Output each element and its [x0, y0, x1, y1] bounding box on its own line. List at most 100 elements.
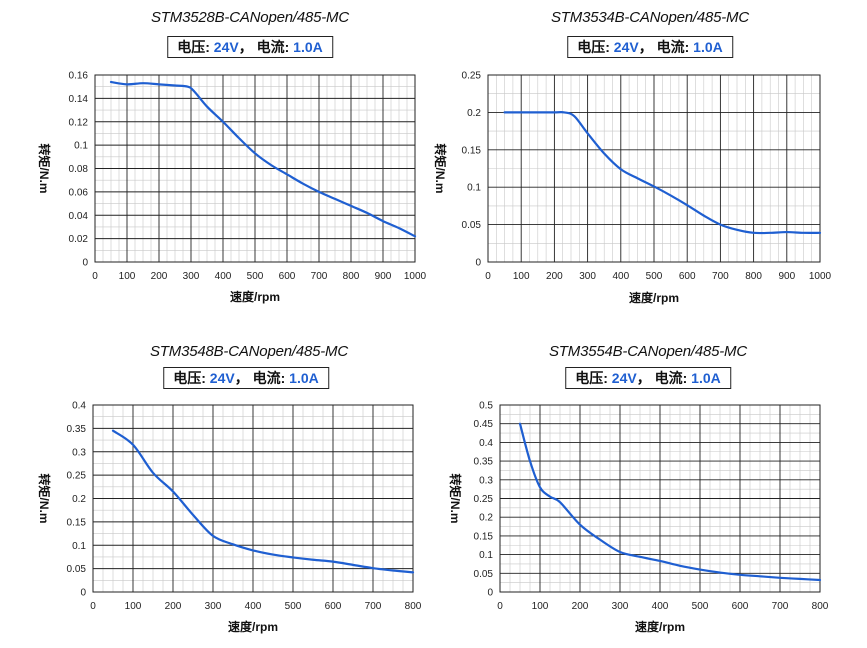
x-tick-label: 600	[679, 271, 696, 282]
conditions-box: 电压: 24V， 电流: 1.0A	[567, 36, 733, 58]
voltage-label: 电压:	[177, 39, 210, 55]
x-tick-label: 700	[311, 271, 328, 282]
x-axis-label: 速度/rpm	[228, 619, 278, 634]
plot-frame	[94, 74, 416, 263]
x-tick-label: 700	[772, 601, 789, 612]
current-label: 电流:	[252, 370, 286, 386]
plot-frame	[499, 404, 821, 593]
x-axis-label: 速度/rpm	[629, 290, 679, 305]
x-tick-label: 400	[612, 271, 629, 282]
x-tick-label: 300	[579, 271, 596, 282]
x-tick-label: 0	[497, 601, 503, 612]
y-axis-label: 转矩/N.m	[448, 473, 463, 523]
x-tick-label: 700	[712, 271, 729, 282]
y-tick-label: 0.3	[72, 447, 86, 458]
y-tick-label: 0	[487, 588, 493, 599]
x-tick-label: 400	[245, 601, 262, 612]
voltage-label: 电压:	[575, 370, 608, 386]
x-tick-label: 500	[285, 601, 302, 612]
chart-4: 0 100 200 300 400 500 600 700 800 0 0.05 0.1 0.15 0.2…	[448, 401, 829, 635]
voltage-label: 电压:	[577, 39, 610, 55]
y-tick-label: 0.16	[69, 71, 89, 82]
x-tick-label: 200	[572, 601, 589, 612]
x-tick-label: 0	[485, 271, 491, 282]
x-tick-label: 600	[325, 601, 342, 612]
x-tick-label: 600	[279, 271, 296, 282]
x-tick-label: 700	[365, 601, 382, 612]
x-tick-label: 300	[183, 271, 200, 282]
x-tick-label: 500	[646, 271, 663, 282]
y-tick-label: 0.45	[474, 419, 494, 430]
y-tick-label: 0.25	[462, 71, 482, 82]
y-tick-label: 0.35	[474, 457, 494, 468]
y-tick-label: 0.04	[69, 211, 89, 222]
x-tick-label: 100	[125, 601, 142, 612]
x-tick-label: 500	[692, 601, 709, 612]
y-tick-label: 0.15	[462, 145, 482, 156]
x-tick-label: 400	[215, 271, 232, 282]
chart-3: 0 100 200 300 400 500 600 700 800 0 0.05 0.1 0.15 0.2…	[37, 401, 422, 635]
voltage-value: 24V	[213, 39, 239, 55]
current-value: 1.0A	[289, 370, 319, 386]
x-tick-label: 0	[92, 271, 98, 282]
y-tick-label: 0	[82, 258, 88, 269]
voltage-label: 电压:	[173, 370, 206, 386]
x-tick-label: 600	[732, 601, 749, 612]
y-tick-label: 0.15	[474, 531, 494, 542]
y-tick-label: 0.2	[479, 513, 493, 524]
conditions-box: 电压: 24V， 电流: 1.0A	[565, 367, 731, 389]
x-tick-label: 800	[405, 601, 422, 612]
x-tick-label: 900	[375, 271, 392, 282]
current-label: 电流:	[656, 39, 690, 55]
y-axis-label: 转矩/N.m	[433, 143, 448, 193]
y-tick-label: 0.06	[69, 187, 89, 198]
conditions-box: 电压: 24V， 电流: 1.0A	[167, 36, 333, 58]
torque-curve	[109, 80, 417, 238]
y-tick-label: 0.2	[72, 494, 86, 505]
y-tick-label: 0.08	[69, 164, 89, 175]
y-tick-label: 0.1	[72, 541, 86, 552]
current-label: 电流:	[654, 370, 688, 386]
plot-frame	[92, 404, 414, 593]
voltage-value: 24V	[611, 370, 637, 386]
separator: ，	[636, 370, 651, 386]
voltage-value: 24V	[209, 370, 235, 386]
y-tick-label: 0.05	[67, 564, 87, 575]
chart-title: STM3554B-CANopen/485-MC	[549, 343, 747, 360]
plot-frame	[487, 74, 821, 263]
x-tick-label: 800	[343, 271, 360, 282]
x-tick-label: 200	[546, 271, 563, 282]
y-axis-label: 转矩/N.m	[37, 143, 52, 193]
y-tick-label: 0.5	[479, 401, 493, 412]
y-tick-label: 0	[80, 588, 86, 599]
y-tick-label: 0	[475, 258, 481, 269]
conditions-box: 电压: 24V， 电流: 1.0A	[163, 367, 329, 389]
voltage-value: 24V	[613, 39, 639, 55]
y-axis-label: 转矩/N.m	[37, 473, 52, 523]
x-tick-label: 0	[90, 601, 96, 612]
y-tick-label: 0.1	[467, 183, 481, 194]
y-tick-label: 0.05	[474, 569, 494, 580]
y-tick-label: 0.12	[69, 117, 89, 128]
separator: ，	[238, 39, 253, 55]
current-value: 1.0A	[693, 39, 723, 55]
y-tick-label: 0.3	[479, 475, 493, 486]
y-tick-label: 0.2	[467, 108, 481, 119]
x-tick-label: 100	[119, 271, 136, 282]
x-tick-label: 800	[745, 271, 762, 282]
separator: ，	[638, 39, 653, 55]
y-tick-label: 0.02	[69, 234, 89, 245]
y-tick-label: 0.4	[72, 401, 86, 412]
y-tick-label: 0.25	[67, 471, 87, 482]
y-tick-label: 0.05	[462, 220, 482, 231]
x-tick-label: 400	[652, 601, 669, 612]
y-tick-label: 0.15	[67, 517, 87, 528]
current-value: 1.0A	[691, 370, 721, 386]
x-axis-label: 速度/rpm	[230, 289, 280, 304]
x-tick-label: 300	[205, 601, 222, 612]
y-tick-label: 0.35	[67, 424, 87, 435]
x-tick-label: 200	[165, 601, 182, 612]
x-tick-label: 800	[812, 601, 829, 612]
x-tick-label: 200	[151, 271, 168, 282]
torque-curve	[111, 429, 415, 574]
